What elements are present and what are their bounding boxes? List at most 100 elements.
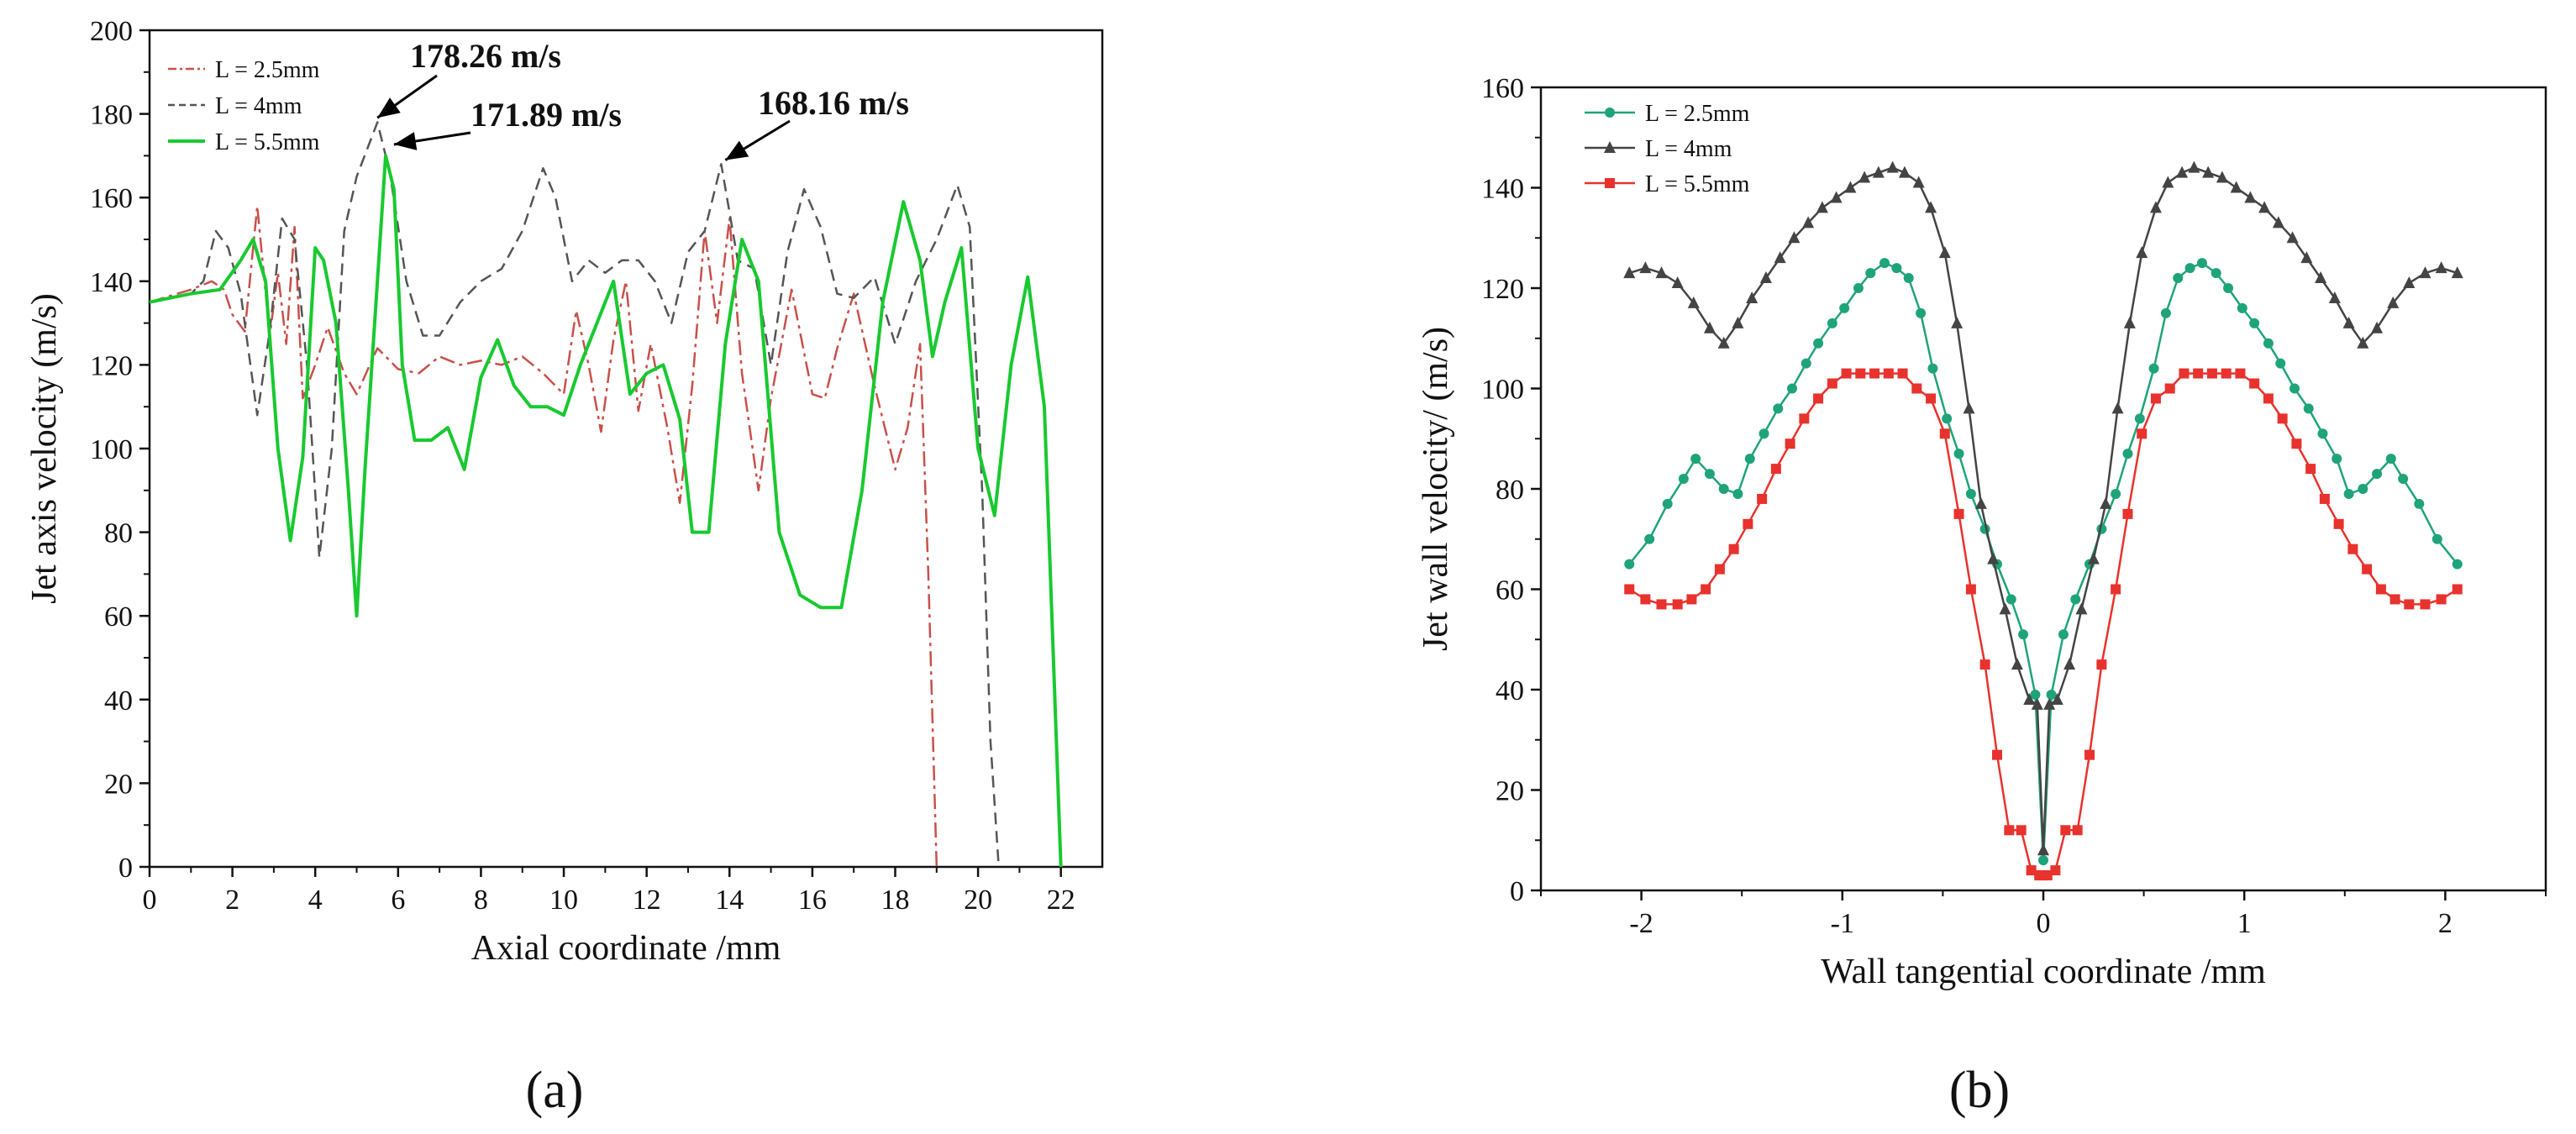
chart-b-ylabel: Jet wall velocity/ (m/s) <box>1417 327 1455 651</box>
data-point <box>2419 266 2431 279</box>
data-point <box>2136 246 2148 259</box>
data-point <box>1662 498 1673 509</box>
y-tick-label: 0 <box>1510 876 1524 907</box>
data-point <box>1728 543 1739 554</box>
data-point <box>1718 484 1729 494</box>
data-point <box>1640 594 1651 605</box>
x-tick-label: 8 <box>474 885 488 916</box>
data-point <box>1891 263 1902 274</box>
data-point <box>2046 689 2057 700</box>
data-point <box>1991 749 2002 760</box>
data-point <box>2375 584 2386 595</box>
data-point <box>2277 413 2288 424</box>
data-point <box>1925 201 1937 213</box>
chart-a-legend: L = 2.5mm L = 4mm L = 5.5mm <box>168 57 320 155</box>
data-point <box>2111 402 2124 414</box>
annotation-label: 171.89 m/s <box>471 96 622 134</box>
data-point <box>1746 291 1759 303</box>
data-point <box>1774 251 1786 264</box>
data-point <box>2038 855 2048 866</box>
data-point <box>1799 413 1810 424</box>
data-point <box>1744 454 1755 465</box>
data-point <box>2096 659 2107 670</box>
y-tick-label: 200 <box>90 16 133 47</box>
data-point <box>1865 268 1876 279</box>
data-point <box>2347 543 2358 554</box>
chart-a-series <box>149 121 1063 868</box>
data-point <box>1974 496 1987 509</box>
data-point <box>1801 358 1811 369</box>
data-point <box>2286 231 2299 244</box>
data-point <box>2249 318 2260 328</box>
data-point <box>1858 171 1871 183</box>
y-tick-label: 160 <box>90 183 133 214</box>
data-point <box>1939 428 1950 439</box>
annotation-label: 178.26 m/s <box>410 37 561 75</box>
data-point <box>1656 599 1667 610</box>
data-point <box>1624 559 1635 570</box>
data-point <box>2188 160 2200 173</box>
y-tick-label: 80 <box>1496 475 1524 506</box>
y-tick-label: 160 <box>1481 73 1524 104</box>
x-tick-label: 14 <box>715 885 744 916</box>
data-point <box>1963 402 1975 414</box>
data-point <box>2149 201 2162 213</box>
data-point <box>2100 496 2112 509</box>
data-point <box>1743 518 1753 529</box>
data-point <box>2084 749 2095 760</box>
data-point <box>2451 266 2463 279</box>
annotation-arrowhead <box>377 97 401 118</box>
data-point <box>2184 263 2195 274</box>
data-point <box>2385 454 2396 465</box>
data-point <box>2150 393 2161 404</box>
data-point <box>2403 276 2416 289</box>
data-point <box>1787 383 1797 394</box>
data-point <box>1886 160 1899 173</box>
data-point <box>2305 464 2316 475</box>
data-point <box>1759 428 1769 439</box>
data-point <box>2332 454 2342 465</box>
x-tick-label: 18 <box>881 885 909 916</box>
data-point <box>2291 438 2302 449</box>
x-tick-label: 22 <box>1047 885 1075 916</box>
data-point <box>2452 559 2463 570</box>
data-point <box>1869 368 1880 379</box>
data-point <box>1703 321 1716 333</box>
y-tick-label: 120 <box>90 350 133 381</box>
data-point <box>2111 584 2121 595</box>
data-point <box>2328 291 2341 303</box>
chart-a-ticks: 0 2 4 6 8 10 12 14 16 18 20 22 0 20 40 60 80 100 120 140 160… <box>90 16 1075 916</box>
data-point <box>2072 825 2083 836</box>
data-point <box>2343 488 2354 499</box>
data-point <box>2211 268 2221 279</box>
data-point <box>1714 564 1725 575</box>
data-point <box>2258 201 2271 213</box>
data-point <box>1686 594 1697 605</box>
annotation-arrowhead <box>725 140 749 160</box>
data-point <box>1916 307 1927 318</box>
data-point <box>2358 484 2368 494</box>
y-tick-label: 80 <box>104 518 133 549</box>
data-point <box>2042 870 2053 881</box>
data-point <box>1853 283 1864 293</box>
data-point <box>2263 393 2274 404</box>
data-point <box>2221 368 2232 379</box>
data-point <box>2164 383 2175 394</box>
chart-b-frame <box>1539 86 2547 892</box>
y-tick-label: 20 <box>104 769 133 800</box>
data-point <box>1938 246 1951 259</box>
data-point <box>2319 493 2330 504</box>
data-point <box>2075 602 2088 615</box>
data-point <box>1717 336 1730 349</box>
data-point <box>1912 176 1925 188</box>
data-point <box>2016 825 2027 836</box>
legend-label: L = 4mm <box>215 93 302 119</box>
data-point <box>2342 316 2355 328</box>
data-point <box>1671 276 1684 289</box>
data-point <box>2431 533 2442 544</box>
data-point <box>2420 599 2431 610</box>
data-point <box>2303 403 2314 414</box>
